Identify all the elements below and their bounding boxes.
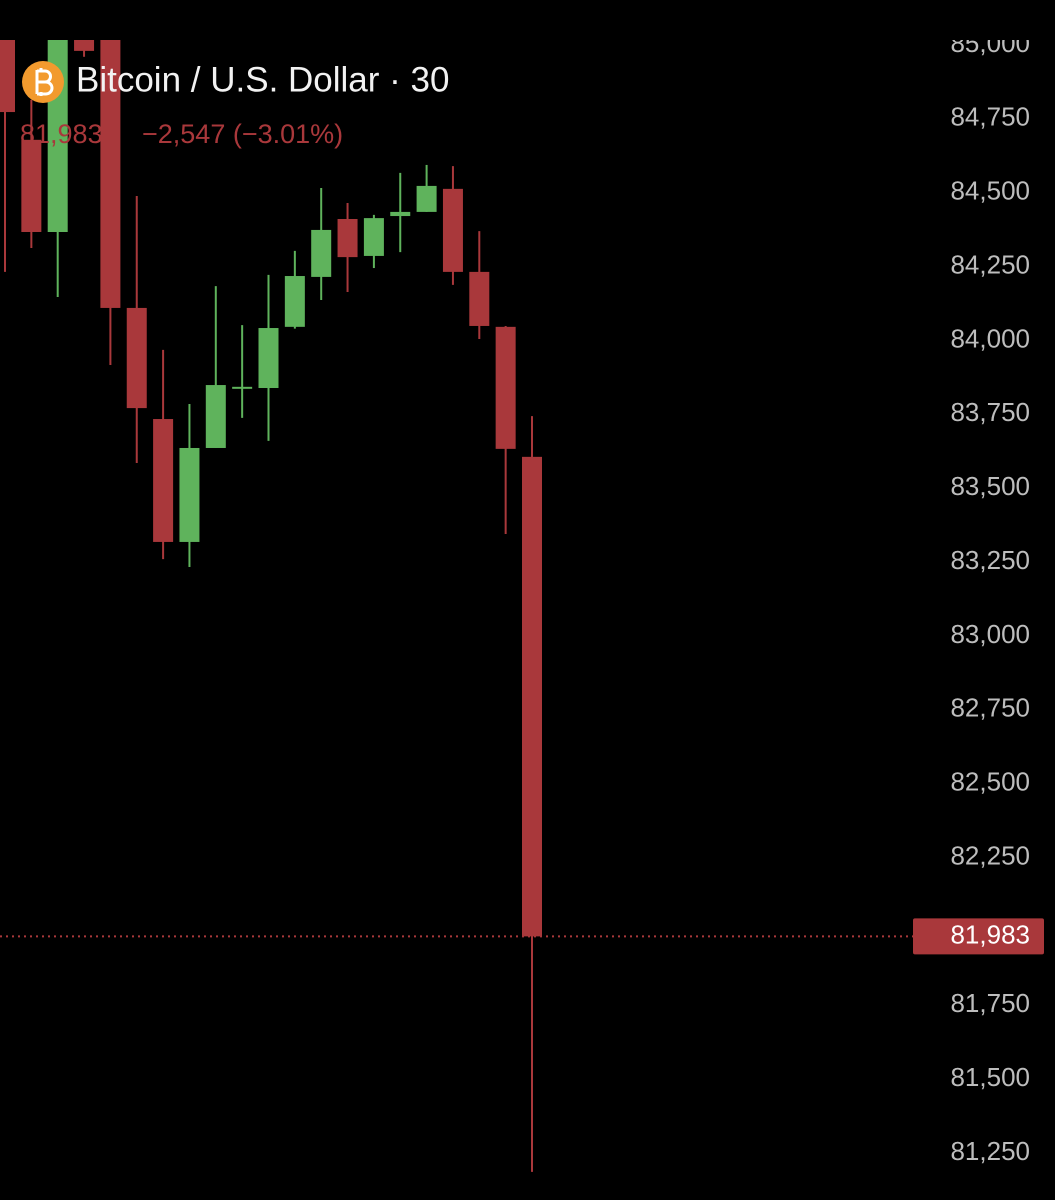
candle-body bbox=[0, 40, 15, 113]
y-tick-label: 83,750 bbox=[950, 397, 1030, 427]
y-tick-label: 84,750 bbox=[950, 102, 1030, 132]
y-tick-label: 81,750 bbox=[950, 988, 1030, 1018]
last-price-header: 81,983 bbox=[20, 119, 103, 149]
candle-body bbox=[21, 139, 42, 233]
candle-body bbox=[232, 386, 253, 389]
y-tick-label: 85,000 bbox=[950, 28, 1030, 58]
last-price-label: 81,983 bbox=[950, 919, 1030, 949]
price-change: −2,547 (−3.01%) bbox=[142, 119, 343, 149]
y-tick-label: 84,000 bbox=[950, 323, 1030, 353]
y-tick-label: 82,500 bbox=[950, 767, 1030, 797]
candle-body bbox=[126, 307, 147, 409]
candle-body bbox=[205, 385, 226, 448]
candle-body bbox=[311, 229, 332, 277]
candle-body bbox=[522, 456, 542, 937]
candle-body bbox=[337, 218, 358, 258]
y-tick-label: 83,250 bbox=[950, 545, 1030, 575]
candle-body bbox=[179, 447, 200, 542]
candle-body bbox=[284, 276, 305, 327]
candle-body bbox=[442, 188, 463, 272]
candle-body bbox=[100, 40, 121, 308]
candle-body bbox=[416, 185, 437, 212]
candle-body bbox=[363, 218, 384, 256]
candle-body bbox=[258, 328, 279, 389]
y-tick-label: 84,500 bbox=[950, 176, 1030, 206]
y-tick-label: 83,000 bbox=[950, 619, 1030, 649]
y-tick-label: 84,250 bbox=[950, 249, 1030, 279]
candle-body bbox=[153, 419, 174, 542]
y-tick-label: 83,500 bbox=[950, 471, 1030, 501]
candle-body bbox=[390, 211, 411, 217]
y-tick-label: 82,250 bbox=[950, 840, 1030, 870]
y-tick-label: 82,750 bbox=[950, 693, 1030, 723]
candle-body bbox=[495, 326, 516, 449]
symbol-icon bbox=[22, 61, 64, 103]
chart-title: Bitcoin / U.S. Dollar · 30 bbox=[76, 60, 449, 99]
y-axis: 85,000 84,750 84,500 84,250 84,000 83,750 83,5… bbox=[950, 28, 1030, 1166]
y-tick-label: 81,250 bbox=[950, 1136, 1030, 1166]
last-price-tag bbox=[913, 918, 1044, 955]
candle-body bbox=[469, 271, 490, 326]
y-tick-label: 81,500 bbox=[950, 1062, 1030, 1092]
candle-body bbox=[74, 40, 95, 51]
